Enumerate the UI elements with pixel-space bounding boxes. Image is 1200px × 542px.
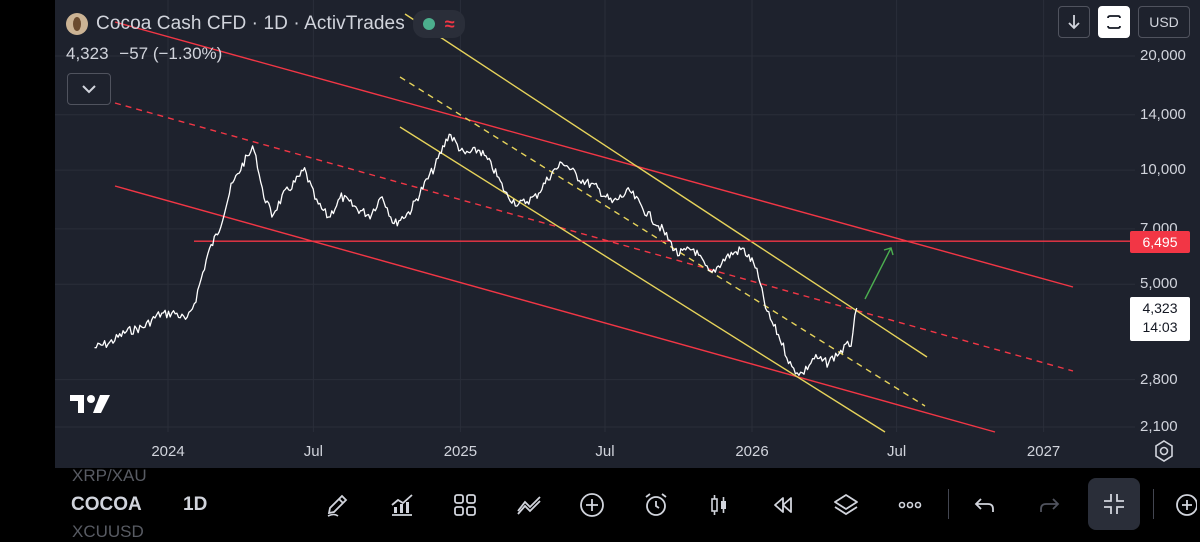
undo-button[interactable] <box>967 487 1003 523</box>
indicators-button[interactable] <box>384 487 420 523</box>
red-channel-lower <box>114 185 996 433</box>
market-open-dot-icon <box>422 18 435 30</box>
collapse-legend-button[interactable] <box>67 73 111 105</box>
time-axis-label: 2024 <box>151 443 185 460</box>
interval-button[interactable]: 1D <box>183 494 208 515</box>
horizontal-level-tag: 6,495 <box>1130 231 1190 253</box>
time-axis-label: Jul <box>303 443 323 460</box>
toolbar-divider-2 <box>1153 489 1154 519</box>
chart-header: Cocoa Cash CFD · 1D · ActivTrades ≈ <box>66 10 465 38</box>
projection-arrowhead <box>883 247 894 256</box>
add-icon <box>580 493 604 517</box>
price-change: −57 (−1.30%) <box>119 44 223 63</box>
autoscale-button[interactable] <box>1098 6 1130 38</box>
objects-tree-button[interactable] <box>828 487 864 523</box>
bar-countdown: 14:03 <box>1142 319 1178 335</box>
currency-select[interactable]: USD <box>1138 6 1190 38</box>
bottom-toolbar <box>0 468 1200 540</box>
layout-button[interactable] <box>447 487 483 523</box>
draw-tool-button[interactable] <box>320 487 356 523</box>
settings-icon[interactable] <box>1153 440 1175 462</box>
chevron-down-icon <box>82 85 96 94</box>
time-axis-label: 2025 <box>443 443 478 460</box>
price-axis-label: 14,000 <box>1140 105 1186 123</box>
autoscale-icon <box>1107 15 1121 29</box>
wave-icon: ≈ <box>444 14 455 34</box>
red-channel-upper <box>114 21 1074 288</box>
price-axis-label: 10,000 <box>1140 161 1186 179</box>
symbol-button[interactable]: COCOA <box>71 494 142 515</box>
current-price: 4,323 <box>66 44 109 63</box>
chart-type-button[interactable] <box>701 487 737 523</box>
tradingview-logo-icon <box>70 393 112 420</box>
yellow-channel-upper <box>404 13 928 358</box>
fullscreen-exit-button[interactable] <box>1088 478 1140 530</box>
compare-button[interactable] <box>511 487 547 523</box>
redo-icon <box>1040 498 1060 512</box>
last-price-value: 4,323 <box>1142 300 1178 316</box>
top-controls: USD <box>1058 6 1190 38</box>
price-chart[interactable] <box>55 0 1200 468</box>
pencil-icon <box>327 494 348 517</box>
replay-icon <box>774 497 792 513</box>
fullscreen-exit-icon <box>1104 494 1124 514</box>
price-change-line: 4,323 −57 (−1.30%) <box>66 44 222 64</box>
status-pill[interactable]: ≈ <box>412 10 465 38</box>
candles-icon <box>711 495 726 515</box>
alert-button[interactable] <box>638 487 674 523</box>
layers-icon <box>834 494 858 516</box>
more-icon <box>898 501 922 509</box>
undo-icon <box>974 498 994 512</box>
time-axis-label: Jul <box>595 443 615 460</box>
more-button[interactable] <box>892 487 928 523</box>
left-edge <box>0 0 55 540</box>
layout-icon <box>454 494 476 516</box>
red-channel-mid-dashed <box>114 102 1074 372</box>
yellow-channel-lower <box>399 126 886 433</box>
price-axis-label: 2,100 <box>1140 418 1178 435</box>
compare-icon <box>517 496 541 515</box>
ticker-button[interactable] <box>1168 487 1198 523</box>
download-button[interactable] <box>1058 6 1090 38</box>
indicators-icon <box>391 494 413 516</box>
last-price-tag: 4,323 14:03 <box>1130 297 1190 341</box>
currency-label: USD <box>1149 14 1179 30</box>
alert-icon <box>645 493 667 516</box>
prev-symbol-ghost: XRP/XAU <box>72 466 147 485</box>
price-axis-label: 5,000 <box>1140 275 1178 293</box>
price-axis-label: 20,000 <box>1140 47 1186 64</box>
time-axis-label: 2026 <box>735 443 769 460</box>
chart-canvas[interactable] <box>55 0 1200 468</box>
toolbar-divider <box>948 489 949 519</box>
add-button[interactable] <box>574 487 610 523</box>
projection-arrow <box>864 247 892 300</box>
price-axis-label: 2,800 <box>1140 370 1178 388</box>
redo-button[interactable] <box>1031 487 1067 523</box>
symbol-title[interactable]: Cocoa Cash CFD · 1D · ActivTrades <box>96 13 405 34</box>
ticker-icon <box>1176 494 1197 516</box>
cocoa-logo-icon <box>66 13 88 35</box>
time-axis-label: Jul <box>887 443 907 460</box>
time-axis-label: 2027 <box>1026 443 1061 460</box>
price-series-line <box>94 133 858 376</box>
replay-button[interactable] <box>765 487 801 523</box>
next-symbol-ghost: XCUUSD <box>72 522 144 541</box>
arrow-down-icon <box>1068 15 1080 30</box>
